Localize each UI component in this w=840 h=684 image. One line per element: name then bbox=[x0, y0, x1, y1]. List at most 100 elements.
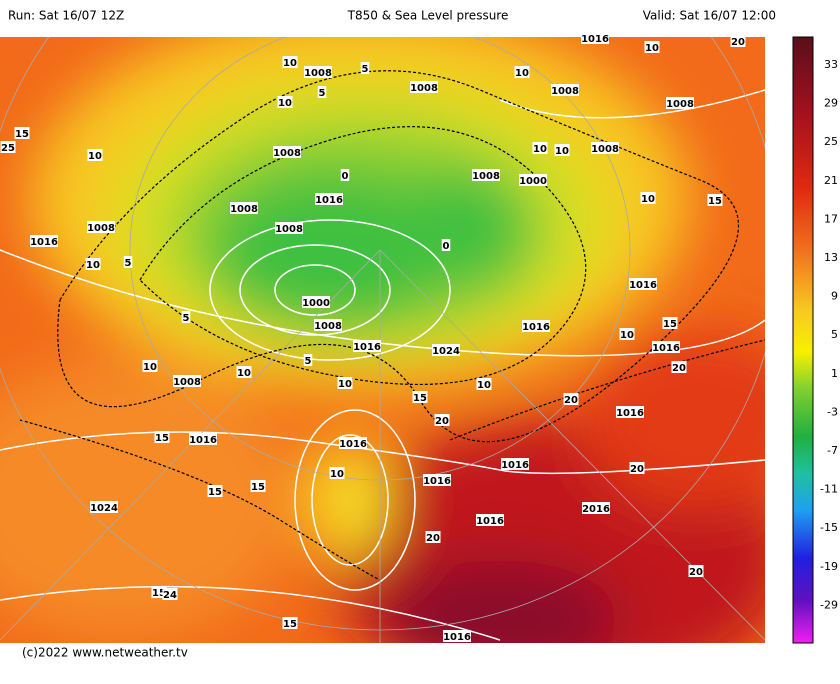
contour-label: 10 bbox=[515, 68, 529, 79]
contour-label-box bbox=[14, 127, 30, 139]
contour-label-box bbox=[123, 256, 133, 268]
contour-label: 1008 bbox=[173, 377, 201, 388]
contour-label-box bbox=[522, 320, 550, 332]
contour-label: 1016 bbox=[616, 408, 644, 419]
contour-label-box bbox=[304, 66, 332, 78]
contour-label-box bbox=[360, 62, 370, 74]
contour-label: 1016 bbox=[581, 34, 609, 45]
contour-label-box bbox=[551, 84, 579, 96]
contour-label: 15 bbox=[663, 319, 677, 330]
contour-label: 1008 bbox=[273, 148, 301, 159]
contour-label-box bbox=[640, 192, 656, 204]
contour-label-box bbox=[87, 149, 103, 161]
contour-label-box bbox=[30, 235, 58, 247]
colorbar-label: 17 bbox=[824, 212, 838, 225]
contour-label: 15 bbox=[251, 482, 265, 493]
contour-label: 1016 bbox=[652, 343, 680, 354]
colorbar-label: 5 bbox=[831, 328, 838, 341]
contour-label-box bbox=[554, 144, 570, 156]
contour-label-box bbox=[0, 141, 16, 153]
contour-label: 10 bbox=[641, 194, 655, 205]
contour-label-box bbox=[337, 377, 353, 389]
contour-label-box bbox=[207, 485, 223, 497]
contour-label-box bbox=[339, 437, 367, 449]
contour-label: 5 bbox=[362, 64, 369, 75]
contour-label-box bbox=[472, 169, 500, 181]
contour-label: 10 bbox=[555, 146, 569, 157]
contour-label: 1008 bbox=[410, 83, 438, 94]
contour-label: 10 bbox=[283, 58, 297, 69]
contour-label-box bbox=[154, 431, 170, 443]
contour-label-box bbox=[87, 221, 115, 233]
contour-label-box bbox=[282, 56, 298, 68]
contour-label: 1000 bbox=[302, 298, 330, 309]
contour-label: 15 bbox=[155, 433, 169, 444]
contour-label-box bbox=[652, 341, 680, 353]
contour-label: 1008 bbox=[666, 99, 694, 110]
colorbar-label: -3 bbox=[827, 405, 838, 418]
contour-label: 10 bbox=[645, 43, 659, 54]
contour-label-box bbox=[423, 474, 451, 486]
contour-label: 20 bbox=[731, 37, 745, 48]
contour-label-box bbox=[85, 258, 101, 270]
valid-label: Valid: Sat 16/07 12:00 bbox=[643, 9, 776, 23]
contour-label: 20 bbox=[426, 533, 440, 544]
contour-label-box bbox=[273, 146, 301, 158]
contour-label-box bbox=[629, 278, 657, 290]
contour-label-box bbox=[582, 502, 610, 514]
contour-label: 1008 bbox=[591, 144, 619, 155]
contour-label-box bbox=[441, 239, 451, 251]
colorbar-label: 25 bbox=[824, 135, 838, 148]
contour-label-box bbox=[314, 319, 342, 331]
contour-label: 5 bbox=[125, 258, 132, 269]
contour-label-box bbox=[688, 565, 704, 577]
contour-label: 20 bbox=[689, 567, 703, 578]
contour-label: 10 bbox=[237, 368, 251, 379]
contour-label: 20 bbox=[435, 416, 449, 427]
contour-label: 25 bbox=[1, 143, 15, 154]
contour-label: 5 bbox=[305, 356, 312, 367]
colorbar-label: 29 bbox=[824, 97, 838, 110]
contour-label: 1008 bbox=[304, 68, 332, 79]
contour-label-box bbox=[616, 406, 644, 418]
contour-label: 1008 bbox=[87, 223, 115, 234]
colorbar-label: 9 bbox=[831, 290, 838, 303]
contour-label: 5 bbox=[319, 88, 326, 99]
contour-label-box bbox=[250, 480, 266, 492]
contour-label-box bbox=[302, 296, 330, 308]
contour-label: 15 bbox=[15, 129, 29, 140]
contour-label: 10 bbox=[477, 380, 491, 391]
contour-label-box bbox=[277, 96, 293, 108]
contour-label-box bbox=[581, 32, 609, 44]
contour-label-box bbox=[425, 531, 441, 543]
contour-label-box bbox=[412, 391, 428, 403]
contour-label: 10 bbox=[88, 151, 102, 162]
contour-label-box bbox=[434, 414, 450, 426]
contour-label-box bbox=[173, 375, 201, 387]
contour-label: 1016 bbox=[423, 476, 451, 487]
contour-label-box bbox=[410, 81, 438, 93]
contour-label: 1024 bbox=[432, 346, 460, 357]
contour-label: 1016 bbox=[629, 280, 657, 291]
contour-label-box bbox=[162, 588, 178, 600]
run-label: Run: Sat 16/07 12Z bbox=[8, 9, 124, 23]
colorbar-label: -15 bbox=[820, 521, 838, 534]
contour-label: 1016 bbox=[476, 516, 504, 527]
contour-label-box bbox=[666, 97, 694, 109]
contour-label: 1016 bbox=[353, 342, 381, 353]
contour-label-box bbox=[303, 354, 313, 366]
colorbar-label: 33 bbox=[824, 58, 838, 71]
copyright: (c)2022 www.netweather.tv bbox=[22, 646, 188, 660]
contour-label: 1024 bbox=[90, 503, 118, 514]
contour-label: 1016 bbox=[189, 435, 217, 446]
contour-label-box bbox=[353, 340, 381, 352]
contour-label: 1008 bbox=[275, 224, 303, 235]
contour-label-box bbox=[181, 311, 191, 323]
contour-label: 10 bbox=[330, 469, 344, 480]
colorbar-label: -19 bbox=[820, 560, 838, 573]
contour-label: 10 bbox=[278, 98, 292, 109]
colorbar-label: 21 bbox=[824, 174, 838, 187]
contour-label: 1016 bbox=[30, 237, 58, 248]
